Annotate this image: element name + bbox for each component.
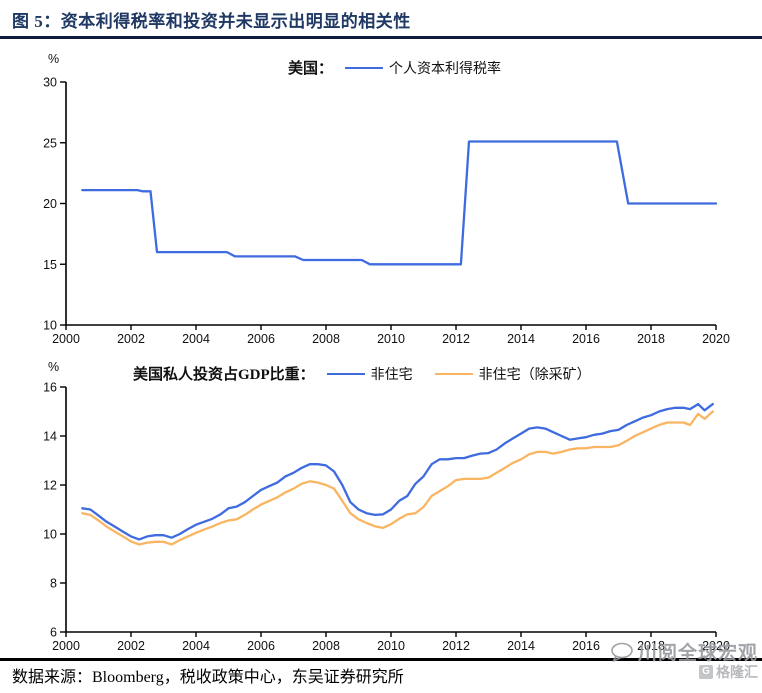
line-swatch-icon <box>345 66 384 69</box>
x-tick-label: 2002 <box>117 639 145 653</box>
legend-prefix: 美国： <box>288 61 334 77</box>
y-tick-label: 12 <box>43 479 57 493</box>
tax-rate-line-chart: 10 15 20 25 30 2000 2002 2004 2006 2008 2010 2012 20… <box>43 76 730 347</box>
line-swatch-icon <box>326 372 365 375</box>
x-tick-label: 2008 <box>312 332 340 346</box>
watermark-logo-row: G 格隆汇 <box>610 662 758 682</box>
legend-item: 非住宅 <box>326 364 413 384</box>
y-tick-label: 14 <box>43 430 57 444</box>
top-chart-unit-label: % <box>48 52 60 66</box>
x-tick-label: 2016 <box>572 332 600 346</box>
data-source-note: 数据来源：Bloomberg，税收政策中心，东吴证券研究所 <box>12 669 404 686</box>
y-tick-label: 16 <box>43 381 57 395</box>
x-tick-label: 2014 <box>507 639 535 653</box>
line-swatch-icon <box>434 372 473 375</box>
x-tick-label: 2008 <box>312 639 340 653</box>
y-tick-label: 10 <box>43 528 57 542</box>
x-tick-label: 2010 <box>377 639 405 653</box>
y-tick-label: 25 <box>43 136 57 150</box>
bottom-chart-legend: 美国私人投资占GDP比重： 非住宅 非住宅（除采矿） <box>133 363 613 384</box>
x-tick-label: 2010 <box>377 332 405 346</box>
x-tick-label: 2020 <box>702 639 730 653</box>
footer-divider <box>0 658 762 661</box>
y-tick-label: 20 <box>43 197 57 211</box>
y-tick-label: 8 <box>50 577 57 591</box>
y-tick-label: 10 <box>43 319 57 333</box>
x-tick-label: 2002 <box>117 332 145 346</box>
series-line <box>81 402 714 541</box>
x-tick-label: 2006 <box>247 639 275 653</box>
y-tick-label: 6 <box>50 626 57 640</box>
x-tick-label: 2000 <box>52 639 80 653</box>
axis <box>65 82 716 326</box>
legend-label: 个人资本利得税率 <box>389 61 502 77</box>
x-tick-label: 2004 <box>182 332 210 346</box>
investment-gdp-line-chart: 6 8 10 12 14 16 2000 2002 2004 2006 2008 2010 2012 20… <box>43 381 730 654</box>
x-tick-label: 2018 <box>637 332 665 346</box>
y-tick-label: 15 <box>43 258 57 272</box>
title-divider <box>0 36 762 39</box>
x-tick-label: 2018 <box>637 639 665 653</box>
legend-prefix: 美国私人投资占GDP比重： <box>133 367 315 383</box>
x-tick-label: 2020 <box>702 332 730 346</box>
bottom-chart-unit-label: % <box>48 360 60 374</box>
x-tick-label: 2014 <box>507 332 535 346</box>
x-tick-label: 2012 <box>442 639 470 653</box>
x-tick-label: 2000 <box>52 332 80 346</box>
y-tick-label: 30 <box>43 76 57 90</box>
series-line <box>81 410 714 546</box>
legend-label: 非住宅 <box>370 367 413 383</box>
legend-label: 非住宅（除采矿） <box>478 367 591 383</box>
page-title: 图 5：资本利得税率和投资并未显示出明显的相关性 <box>12 12 411 31</box>
legend-item: 非住宅（除采矿） <box>434 364 591 384</box>
legend-item: 个人资本利得税率 <box>345 58 501 78</box>
x-tick-label: 2004 <box>182 639 210 653</box>
top-chart-legend: 美国： 个人资本利得税率 <box>288 57 523 78</box>
x-tick-label: 2012 <box>442 332 470 346</box>
x-tick-label: 2006 <box>247 332 275 346</box>
watermark-logo-text: 格隆汇 <box>716 666 758 681</box>
series-line <box>81 140 718 266</box>
gelonghui-logo-icon: G <box>699 665 713 679</box>
x-tick-label: 2016 <box>572 639 600 653</box>
